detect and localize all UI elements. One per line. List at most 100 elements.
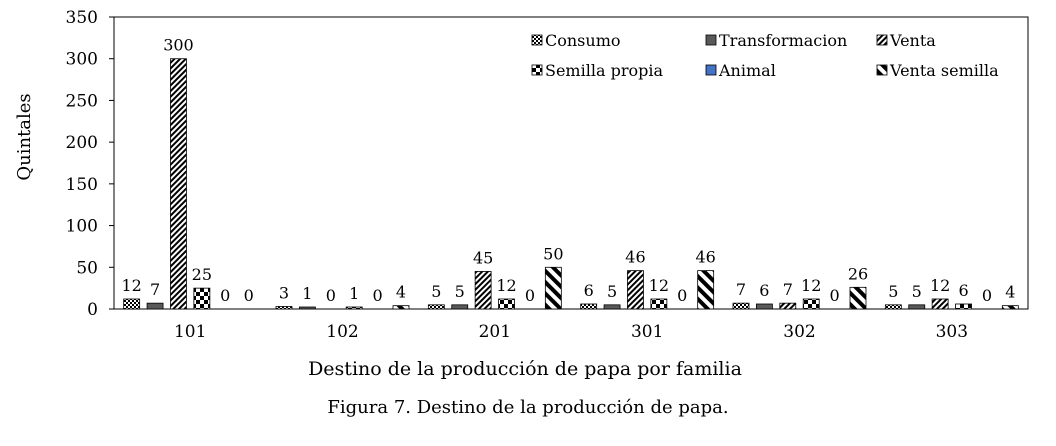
bar: [427, 304, 445, 310]
x-tick-label: 302: [783, 322, 815, 342]
bar: [474, 271, 492, 310]
legend-swatch: [705, 64, 717, 76]
bar: [779, 302, 797, 310]
x-axis-title: Destino de la producción de papa por fam…: [308, 358, 742, 380]
y-tick-label: 300: [66, 50, 98, 70]
bar: [697, 270, 715, 310]
plot-frame: [113, 16, 1029, 310]
y-axis: 0 50 100 150 200 250 300 350: [66, 8, 114, 320]
data-label: 3: [279, 283, 289, 302]
bar: [345, 306, 363, 310]
bar: [603, 304, 621, 310]
bar: [802, 298, 820, 310]
y-tick-label: 350: [66, 8, 98, 28]
data-label: 6: [759, 281, 769, 300]
data-label: 0: [677, 286, 687, 305]
data-label: 0: [830, 286, 840, 305]
bar: [849, 286, 867, 310]
data-label: 5: [912, 282, 922, 301]
data-label: 12: [649, 276, 669, 295]
bar: [1001, 305, 1019, 310]
legend-swatch: [531, 34, 543, 46]
data-label: 5: [888, 282, 898, 301]
data-label: 0: [373, 286, 383, 305]
x-axis: 101 102 201 301 302 303: [174, 322, 968, 342]
legend-label: Venta: [889, 31, 936, 50]
bar: [732, 302, 750, 310]
data-label: 0: [220, 286, 230, 305]
data-label: 4: [1005, 283, 1015, 302]
data-label: 6: [958, 281, 968, 300]
data-label: 0: [982, 286, 992, 305]
legend: Consumo Transformacion Venta Semilla propia…: [531, 31, 999, 80]
bar: [580, 303, 598, 310]
bar: [756, 303, 773, 310]
bar: [170, 58, 187, 310]
bar: [884, 304, 902, 310]
figure-caption: Figura 7. Destino de la producción de pa…: [327, 397, 729, 418]
bar: [123, 298, 141, 310]
legend-label: Semilla propia: [545, 61, 663, 80]
data-label: 12: [930, 276, 950, 295]
data-label: 45: [473, 248, 493, 267]
legend-label: Venta semilla: [889, 61, 999, 80]
data-label: 1: [302, 284, 312, 303]
x-tick-label: 101: [174, 322, 206, 342]
bar: [544, 266, 562, 310]
data-label: 1: [349, 284, 359, 303]
legend-swatch: [876, 34, 888, 46]
data-label: 5: [431, 282, 441, 301]
x-tick-label: 201: [479, 322, 511, 342]
data-label: 6: [584, 281, 594, 300]
bar: [146, 302, 164, 310]
bar: [498, 298, 515, 310]
legend-swatch: [876, 64, 888, 76]
data-label: 12: [801, 276, 821, 295]
data-label: 26: [848, 264, 868, 283]
legend-label: Consumo: [545, 31, 621, 50]
y-tick-label: 250: [66, 91, 98, 111]
data-label: 300: [163, 36, 194, 55]
bar: [627, 270, 644, 310]
bar: [931, 298, 949, 310]
data-label: 0: [326, 286, 336, 305]
data-label: 4: [396, 283, 406, 302]
x-tick-label: 303: [936, 322, 968, 342]
y-tick-label: 150: [66, 175, 98, 195]
data-label: 7: [783, 280, 793, 299]
bar: [650, 298, 668, 310]
data-label: 5: [455, 282, 465, 301]
data-label: 25: [192, 265, 212, 284]
data-label: 7: [150, 280, 160, 299]
bars: [123, 58, 1019, 310]
bar: [955, 303, 972, 310]
y-tick-label: 100: [66, 217, 98, 237]
y-tick-label: 0: [87, 300, 98, 320]
data-label: 12: [121, 276, 141, 295]
bar: [275, 306, 293, 310]
data-label: 12: [496, 276, 516, 295]
legend-label: Animal: [718, 61, 776, 80]
x-tick-label: 102: [326, 322, 358, 342]
legend-label: Transformacion: [719, 31, 847, 50]
data-label: 5: [607, 282, 617, 301]
bar: [451, 304, 469, 310]
y-axis-title: Quintales: [14, 93, 35, 180]
bar: [908, 304, 926, 310]
bar: [298, 306, 316, 310]
bar: [193, 287, 211, 310]
data-label: 7: [736, 280, 746, 299]
data-label: 0: [244, 286, 254, 305]
data-label: 50: [543, 244, 563, 263]
y-tick-label: 200: [66, 133, 98, 153]
data-label: 46: [695, 248, 715, 267]
legend-swatch: [531, 64, 543, 76]
x-tick-label: 301: [631, 322, 663, 342]
data-label: 0: [525, 286, 535, 305]
y-tick-label: 50: [76, 258, 98, 278]
data-label: 46: [625, 248, 645, 267]
legend-swatch: [705, 34, 717, 46]
bar: [392, 305, 410, 310]
